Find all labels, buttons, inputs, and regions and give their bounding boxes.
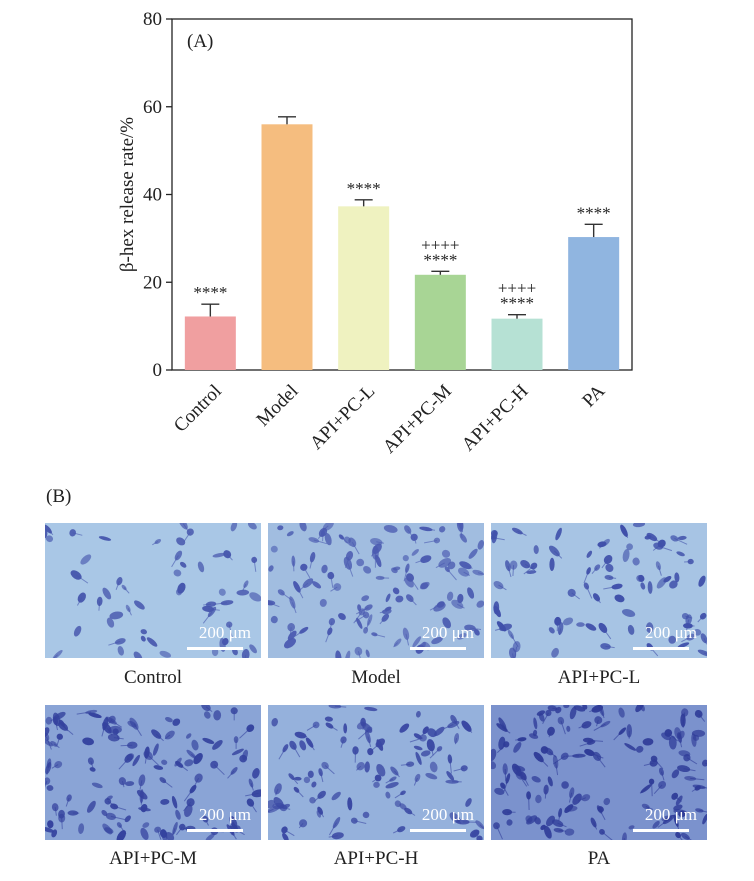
micrograph-control: 200 μm [45,523,261,658]
scale-bar [633,647,689,650]
bar-chart: 0 20 40 60 80 β-hex release rate/% (A) Control… [117,9,633,458]
significance-label: ++++ [421,235,459,254]
micrograph-image [491,523,707,658]
bar [338,206,390,370]
y-tick-label: 40 [143,185,162,206]
micrograph-model: 200 μm [268,523,484,658]
scale-bar-label: 200 μm [198,623,251,642]
micrograph-image [45,705,261,840]
chart-axes: 0 20 40 60 80 β-hex release rate/% (A) [117,9,633,381]
significance-label: **** [347,179,381,198]
micrograph-caption: API+PC-H [333,848,419,869]
significance-label: **** [577,203,611,222]
bar [491,318,543,370]
panel-b-label: (B) [46,486,72,507]
micrograph-caption: Control [123,667,183,688]
scale-bar-label: 200 μm [198,805,251,824]
x-tick-label: Model [253,381,303,431]
scale-bar [633,829,689,832]
bar [568,237,620,370]
micrograph-api-pc-m: 200 μm [45,705,261,840]
micrograph-caption: Model [351,667,401,688]
significance-label: ++++ [498,279,536,298]
chart-bars [184,116,620,370]
significance-label: **** [500,294,534,313]
x-tick-label: API+PC-H [458,380,533,455]
scale-bar [410,647,466,650]
scale-bar-label: 200 μm [644,805,697,824]
micrograph-api-pc-h: 200 μm [268,705,484,840]
x-tick-label: Control [170,381,226,437]
scale-bar-label: 200 μm [644,623,697,642]
scale-bar-label: 200 μm [421,623,474,642]
micrograph-caption: PA [587,848,611,869]
panel-a-label: (A) [187,31,213,52]
micrograph-pa: 200 μm [491,705,707,840]
x-tick-label: PA [578,380,609,411]
micrograph-api-pc-l: 200 μm [491,523,707,658]
micrograph-image [268,705,484,840]
x-tick-label: API+PC-L [306,381,379,454]
bar [184,316,236,370]
plot-frame [171,18,633,371]
y-tick-label: 60 [143,97,162,118]
x-tick-label: API+PC-M [379,381,456,458]
chart-labels: Control **** Model API+PC-L **** API+PC-M ++++… [170,179,611,458]
micrograph-image [45,523,261,658]
y-axis-label: β-hex release rate/% [117,117,138,272]
micrograph-image [491,705,707,840]
scale-bar [187,647,243,650]
significance-label: **** [193,283,227,302]
y-tick-label: 80 [143,9,162,30]
bar [261,124,313,370]
scale-bar-label: 200 μm [421,805,474,824]
micrograph-image [268,523,484,658]
micrograph-caption: API+PC-M [109,848,197,869]
bar [414,274,466,370]
y-tick-label: 20 [143,272,162,293]
micrograph-caption: API+PC-L [557,667,641,688]
scale-bar [410,829,466,832]
y-tick-label: 0 [153,360,163,381]
scale-bar [187,829,243,832]
significance-label: **** [423,250,457,269]
